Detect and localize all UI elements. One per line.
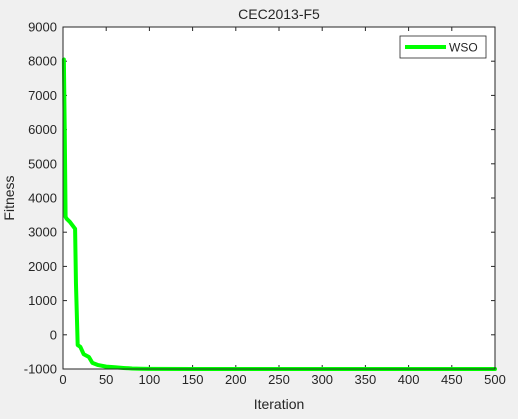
legend: WSO: [399, 35, 487, 59]
x-tick-label: 300: [311, 372, 333, 387]
x-tick-label: 150: [182, 372, 204, 387]
y-tick-label: 4000: [28, 191, 57, 206]
x-tick-label: 200: [225, 372, 247, 387]
x-tick-label: 0: [59, 372, 66, 387]
x-tick-label: 250: [268, 372, 290, 387]
y-tick-label: 8000: [28, 54, 57, 69]
plot-frame: [62, 26, 496, 370]
y-tick-label: 2000: [28, 259, 57, 274]
plot-area: [63, 27, 495, 369]
x-axis-label: Iteration: [254, 396, 305, 412]
x-tick-label: 500: [484, 372, 506, 387]
y-tick-label: 3000: [28, 225, 57, 240]
y-tick-label: 6000: [28, 122, 57, 137]
x-tick-label: 100: [139, 372, 161, 387]
y-tick-label: 0: [50, 327, 57, 342]
legend-label-wso: WSO: [449, 41, 478, 55]
x-tick-label: 450: [441, 372, 463, 387]
y-tick-label: -1000: [24, 362, 57, 377]
x-tick-label: 400: [398, 372, 420, 387]
y-tick-label: 9000: [28, 20, 57, 35]
chart-title: CEC2013-F5: [238, 6, 320, 22]
y-tick-label: 1000: [28, 293, 57, 308]
y-axis-label: Fitness: [1, 175, 17, 220]
x-tick-label: 350: [355, 372, 377, 387]
x-ticks: 0 50 100 150 200 250 300 350 400 450 500: [59, 27, 506, 387]
y-ticks: -1000 0 1000 2000 3000 4000 5000 6000 7000 8000 90…: [24, 20, 495, 377]
y-tick-label: 5000: [28, 156, 57, 171]
x-tick-label: 50: [99, 372, 113, 387]
y-tick-label: 7000: [28, 88, 57, 103]
